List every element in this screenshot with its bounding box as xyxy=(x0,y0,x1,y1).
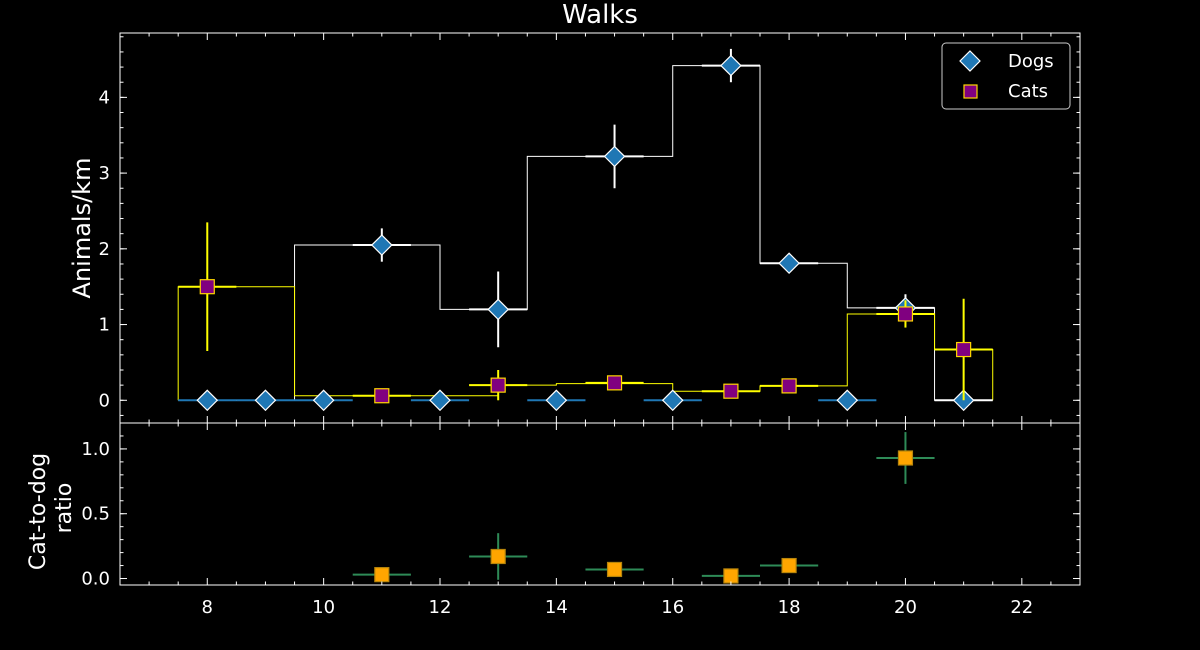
y-tick-label: 0.0 xyxy=(81,569,110,590)
dogs-point xyxy=(312,389,335,412)
chart-title: Walks xyxy=(562,0,638,30)
ratio-point xyxy=(606,561,623,578)
bottom-x-ticks: 8 10 12 14 16 18 20 22 xyxy=(119,423,1081,618)
cats-point xyxy=(956,341,972,358)
ratio-point xyxy=(723,568,739,584)
ratio-point xyxy=(490,548,506,565)
bottom-data-points xyxy=(352,432,935,584)
dogs-point xyxy=(487,298,510,321)
top-data-points xyxy=(178,48,993,412)
x-tick-label: 12 xyxy=(429,597,452,618)
top-x-ticks xyxy=(119,33,1081,423)
x-tick-label: 10 xyxy=(312,597,335,618)
legend-cats-marker xyxy=(963,84,978,99)
bottom-panel-frame xyxy=(119,422,1081,586)
ratio-point xyxy=(897,450,914,466)
dogs-point xyxy=(661,389,684,412)
x-tick-label: 22 xyxy=(1010,597,1033,618)
y-tick-label: 2 xyxy=(99,239,110,260)
legend-dogs-marker xyxy=(959,50,981,72)
x-tick-label: 16 xyxy=(661,597,684,618)
top-y-axis-label: Animals/km xyxy=(68,158,96,299)
bottom-y-axis-label-line1: Cat-to-dog xyxy=(26,453,51,570)
y-tick-label: 1 xyxy=(99,315,110,336)
legend-dogs-label: Dogs xyxy=(1008,51,1054,72)
bottom-y-ticks: 0.0 0.5 1.0 xyxy=(81,422,1080,590)
ratio-point xyxy=(374,567,390,583)
y-tick-label: 0.5 xyxy=(81,504,110,525)
dogs-point xyxy=(254,389,277,412)
x-tick-label: 8 xyxy=(202,597,213,618)
cats-point xyxy=(897,306,914,322)
cats-point xyxy=(781,378,797,394)
dogs-point xyxy=(545,389,568,412)
y-tick-label: 4 xyxy=(99,87,110,108)
bottom-y-axis-label-line2: ratio xyxy=(52,483,77,534)
y-tick-label: 3 xyxy=(99,163,110,184)
y-tick-label: 0 xyxy=(99,390,110,411)
cats-point xyxy=(490,377,506,393)
top-panel: 0 1 2 3 4 Animals/km xyxy=(68,32,1081,424)
dogs-point xyxy=(836,389,859,412)
dogs-point xyxy=(370,234,393,256)
dogs-point xyxy=(603,145,626,168)
x-tick-label: 18 xyxy=(778,597,801,618)
cats-point xyxy=(723,383,739,399)
bottom-panel: 0.0 0.5 1.0 8 10 12 14 16 18 20 22 Cat-to-dog rat… xyxy=(26,422,1081,618)
x-tick-label: 20 xyxy=(894,597,917,618)
top-y-ticks: 0 1 2 3 4 xyxy=(99,36,1080,416)
dogs-point xyxy=(429,389,451,412)
ratio-point xyxy=(781,557,797,574)
legend-cats-label: Cats xyxy=(1008,81,1048,102)
cats-point xyxy=(606,375,623,391)
bottom-y-axis-label: Cat-to-dog ratio xyxy=(26,446,77,570)
dogs-point xyxy=(720,54,742,77)
legend: Dogs Cats xyxy=(941,42,1071,110)
y-tick-label: 1.0 xyxy=(81,439,110,460)
cats-point xyxy=(374,388,390,404)
dogs-point xyxy=(778,252,800,275)
dogs-point xyxy=(952,389,975,412)
x-tick-label: 14 xyxy=(545,597,568,618)
dogs-point xyxy=(196,389,219,412)
cats-point xyxy=(199,279,215,295)
